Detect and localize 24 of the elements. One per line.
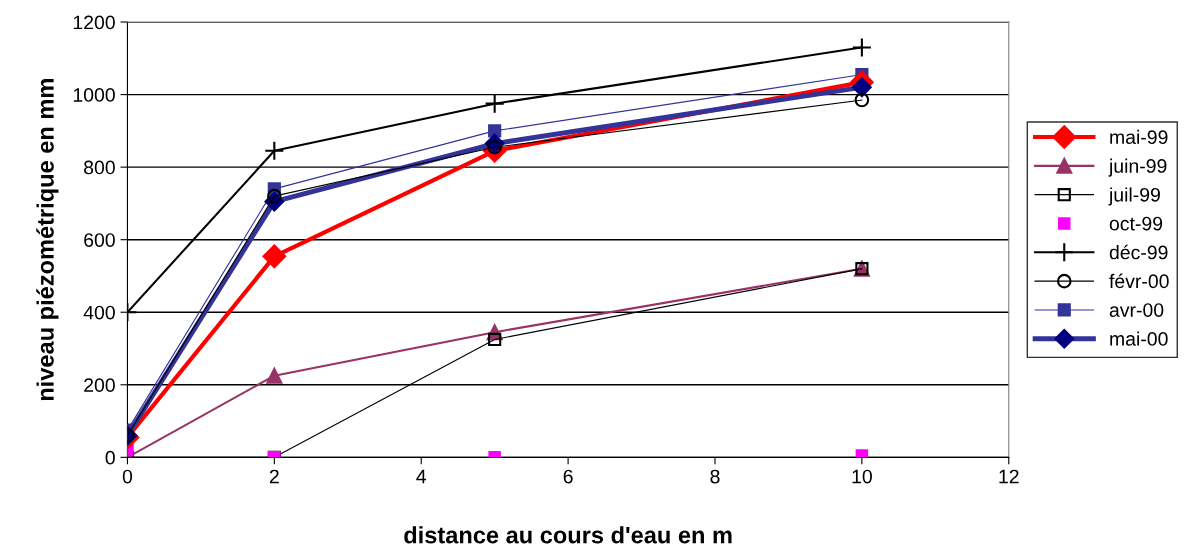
y-tick-label: 400 (83, 305, 115, 320)
legend-label: déc-99 (1109, 244, 1168, 260)
x-tick-label: 10 (852, 469, 872, 484)
legend-label: avr-00 (1109, 303, 1164, 317)
legend-label: juil-99 (1108, 187, 1160, 206)
x-tick-label: 0 (122, 469, 133, 484)
y-tick-label: 200 (84, 378, 115, 393)
legend-label: juin-99 (1108, 158, 1167, 177)
y-tick-label: 800 (84, 160, 115, 175)
x-tick-label: 6 (563, 469, 573, 484)
y-tick-label: 600 (84, 233, 115, 247)
x-axis-title: distance au cours d'eau en m (404, 526, 732, 544)
y-tick-label: 1000 (73, 88, 115, 102)
x-tick-label: 12 (999, 469, 1019, 484)
x-tick-label: 4 (416, 469, 427, 484)
legend-label: oct-99 (1109, 216, 1163, 231)
x-tick-label: 8 (710, 469, 720, 484)
y-tick-label: 1200 (73, 15, 115, 30)
legend-label: mai-00 (1110, 331, 1168, 346)
x-tick-label: 2 (269, 469, 279, 484)
y-tick-label: 0 (105, 450, 115, 465)
legend-label: févr-00 (1109, 273, 1169, 289)
legend-label: mai-99 (1110, 129, 1168, 145)
y-axis-title: niveau piézométrique en mm (36, 79, 59, 401)
